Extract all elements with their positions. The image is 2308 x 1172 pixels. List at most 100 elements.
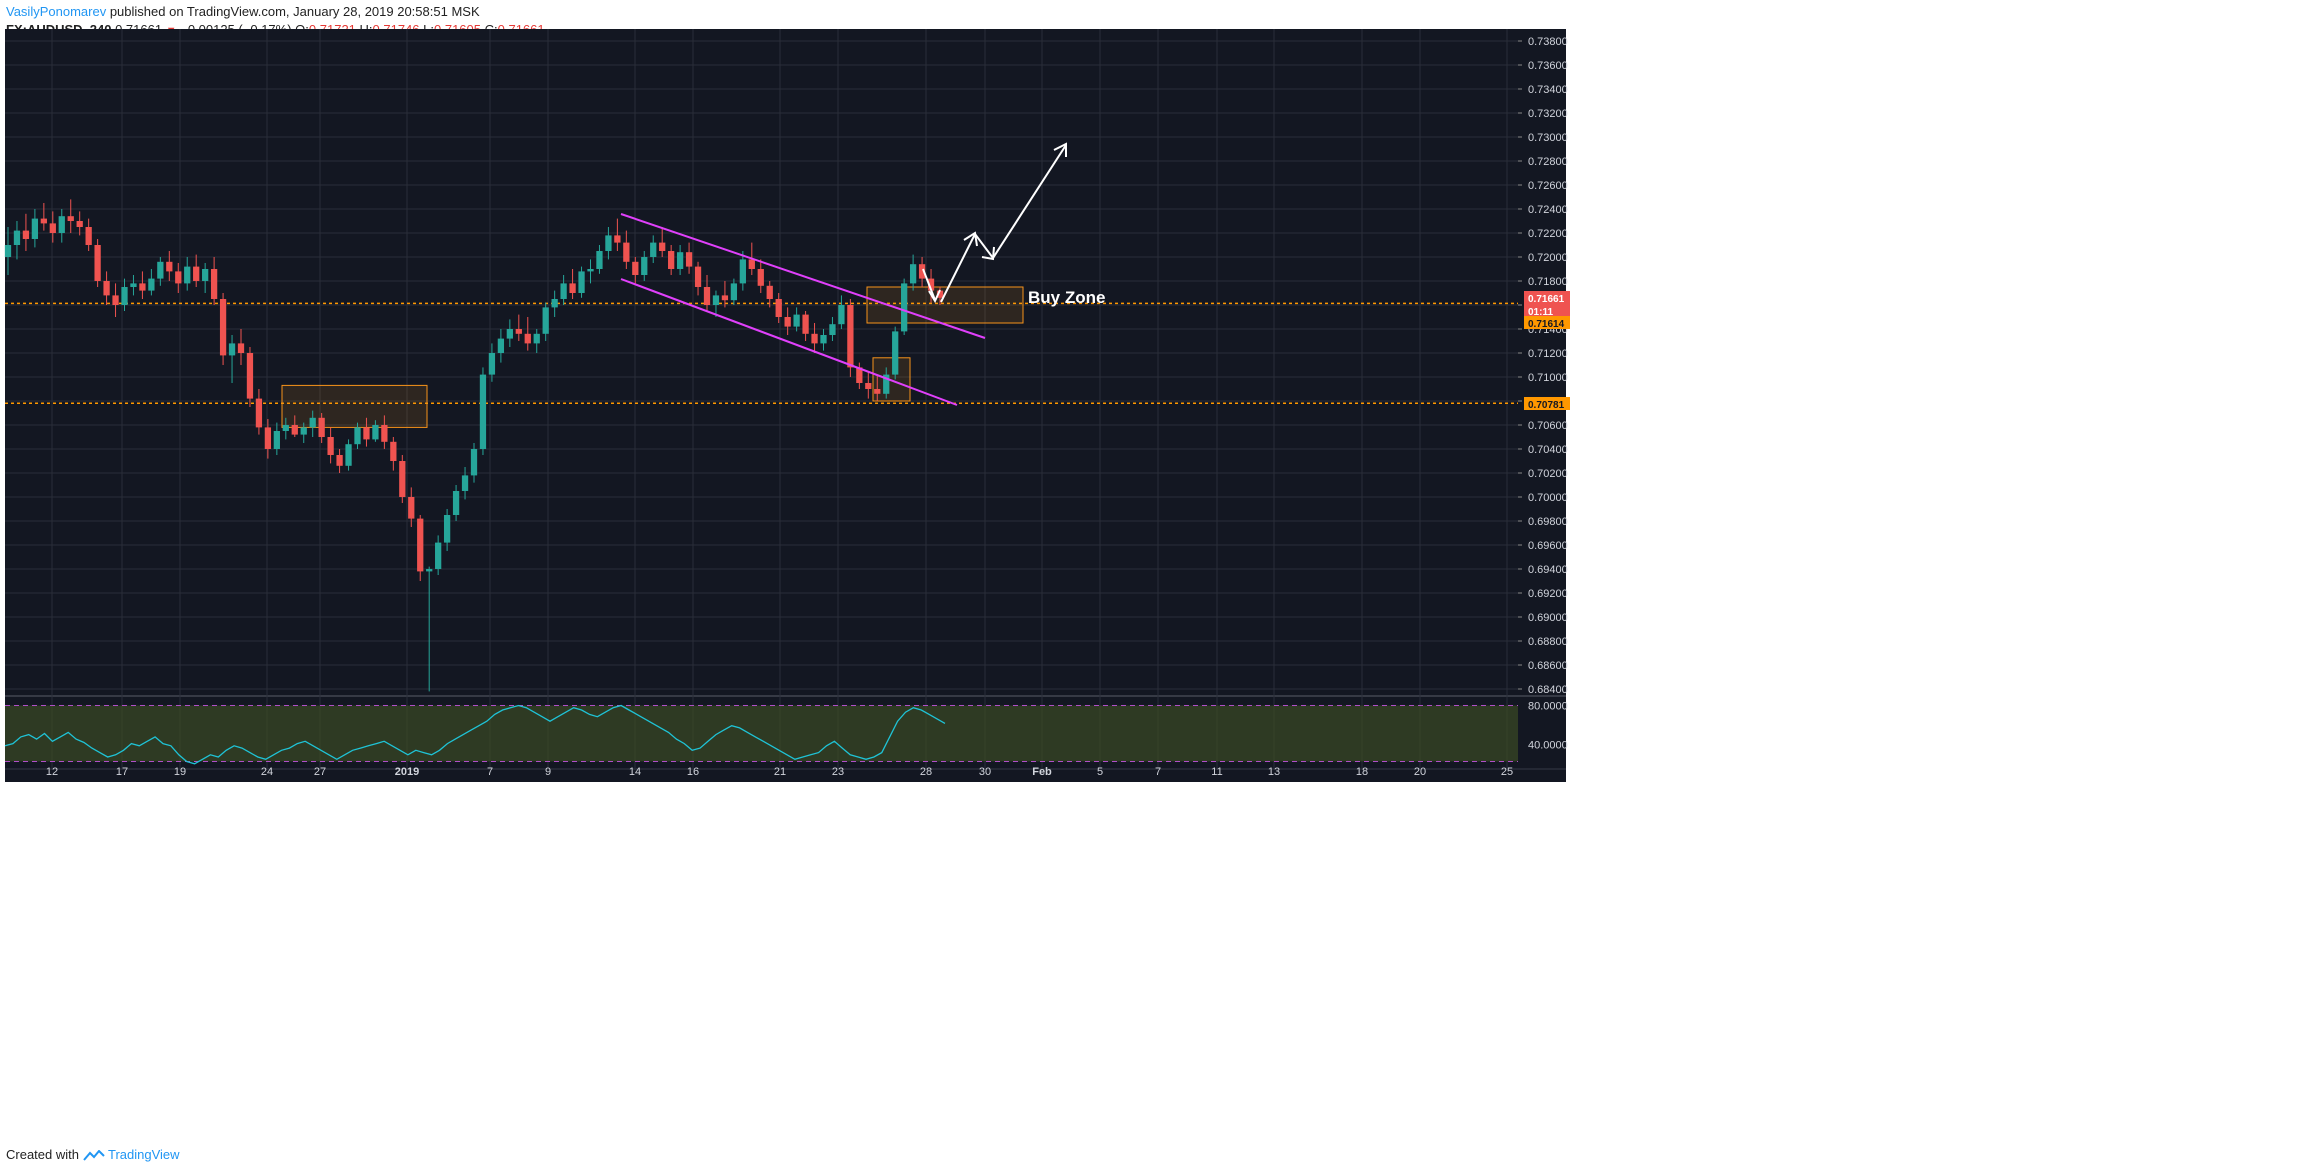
candle-body [909, 264, 917, 284]
time-tick-label: 7 [487, 766, 493, 778]
candle [399, 455, 406, 503]
candle-body [497, 338, 505, 353]
candle [130, 275, 137, 296]
candle-body [67, 216, 74, 221]
price-tick-label: 0.68800 [1528, 636, 1568, 648]
candle [560, 275, 567, 305]
rsi-lower-label: 40.0000 [1528, 740, 1568, 752]
candle [569, 269, 576, 299]
price-tick-label: 0.68400 [1528, 684, 1568, 696]
candle [219, 293, 227, 365]
price-axis-tag-label: 0.70781 [1528, 400, 1565, 411]
price-tick-label: 0.71200 [1528, 348, 1568, 360]
price-tick-label: 0.69000 [1528, 612, 1568, 624]
price-zone-box [281, 384, 428, 428]
candle-body [694, 266, 702, 287]
candle-body [748, 259, 755, 269]
candle [668, 245, 675, 275]
candle [381, 415, 388, 449]
candle [551, 290, 558, 317]
candle [497, 329, 505, 363]
candle [605, 227, 612, 260]
candle [264, 419, 272, 459]
candle-body [721, 295, 729, 301]
candle-body [31, 218, 39, 239]
price-axis-tag-label: 01:11 [1528, 307, 1553, 318]
candle-body [210, 269, 218, 299]
candle-body [273, 431, 280, 449]
candle [363, 417, 370, 447]
candle [712, 290, 720, 317]
candle [40, 203, 47, 231]
price-tick-label: 0.69400 [1528, 564, 1568, 576]
candle [793, 307, 800, 332]
candle [909, 254, 917, 291]
candle-body [524, 333, 531, 344]
candle-body [676, 252, 684, 269]
candle [578, 266, 585, 298]
candle [820, 329, 827, 351]
candle-body [309, 417, 316, 428]
candle-body [103, 281, 110, 296]
candle-body [668, 251, 675, 269]
candle-body [865, 383, 872, 389]
candle-body [426, 569, 433, 572]
candle [784, 307, 791, 335]
candle-body [820, 335, 827, 344]
author-link[interactable]: VasilyPonomarev [6, 4, 107, 19]
candle [148, 269, 155, 296]
price-tick-label: 0.72000 [1528, 252, 1568, 264]
candle [13, 221, 21, 260]
candle [58, 209, 65, 243]
candle [327, 427, 334, 464]
candle-body [49, 223, 56, 233]
candle-body [264, 427, 272, 449]
candle [184, 257, 191, 291]
time-tick-label: 25 [1501, 766, 1513, 778]
time-tick-label: 16 [687, 766, 699, 778]
candle-body [417, 518, 424, 572]
arrow-head [928, 289, 941, 304]
candle [228, 335, 236, 383]
candle-body [85, 227, 92, 245]
candle [417, 515, 424, 581]
candle-body [157, 261, 164, 279]
tradingview-link[interactable]: TradingView [108, 1147, 180, 1162]
arrow-head [1053, 142, 1067, 157]
candle [739, 251, 746, 291]
candle-body [578, 271, 585, 293]
candle-body [506, 329, 513, 339]
price-tick-label: 0.71800 [1528, 276, 1568, 288]
candle-body [766, 285, 773, 299]
time-tick-label: 11 [1211, 766, 1222, 778]
candle-body [22, 230, 30, 239]
time-tick-label: 2019 [395, 766, 419, 778]
candle [103, 271, 110, 305]
candle [166, 251, 173, 281]
candle [157, 257, 164, 286]
candle-body [246, 353, 254, 399]
candle [76, 211, 83, 236]
rsi-upper-label: 80.0000 [1528, 700, 1568, 712]
candle-body [452, 491, 460, 515]
time-tick-label: 5 [1097, 766, 1103, 778]
price-axis-tag [1524, 291, 1570, 304]
channel-upper-line [620, 213, 986, 339]
candle-body [327, 437, 334, 455]
candle-body [659, 242, 666, 251]
time-tick-label: 14 [629, 766, 641, 778]
candle [542, 302, 549, 341]
candle [309, 410, 316, 437]
time-tick-label: 7 [1155, 766, 1161, 778]
candle [345, 439, 352, 471]
candle [506, 319, 513, 347]
time-tick-label: 18 [1356, 766, 1368, 778]
time-tick-label: 28 [920, 766, 932, 778]
footer: Created with TradingView [6, 1147, 180, 1162]
price-tick-label: 0.73600 [1528, 60, 1568, 72]
candle-body [533, 333, 540, 344]
candle [901, 278, 908, 335]
candle-body [372, 425, 379, 440]
candle [685, 242, 693, 274]
